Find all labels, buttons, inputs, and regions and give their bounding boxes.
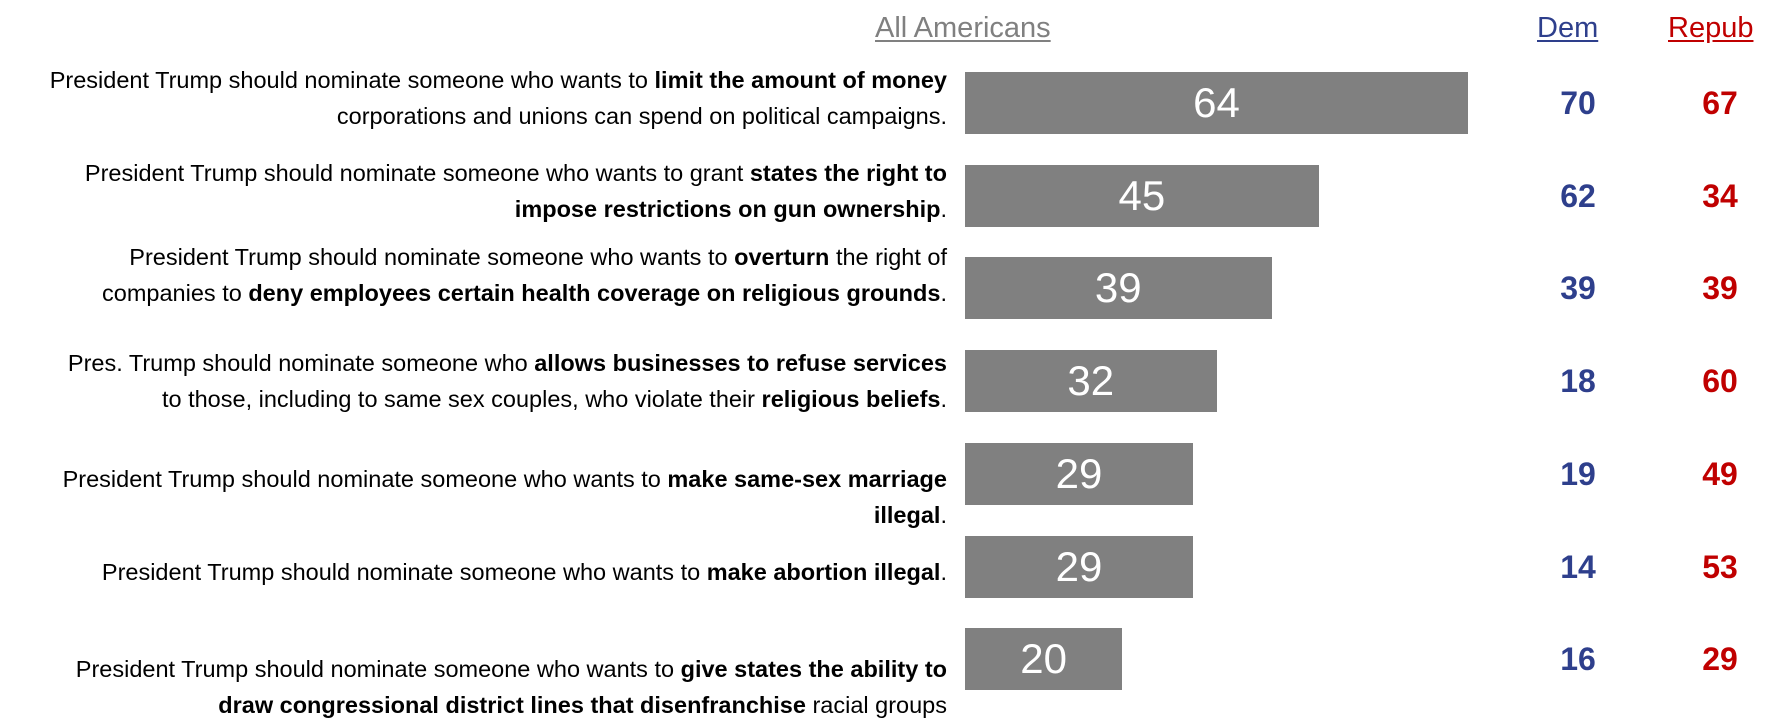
question-text-segment: give states the ability to draw congress… [218,656,947,718]
bar-value-label: 32 [1067,357,1115,404]
question-label: President Trump should nominate someone … [47,651,947,723]
question-text-segment: President Trump should nominate someone … [129,244,735,270]
question-text-segment: President Trump should nominate someone … [49,67,655,93]
bar-all-americans: 64 [965,72,1469,134]
question-label: President Trump should nominate someone … [47,239,947,311]
question-text-segment: deny employees certain health coverage o… [248,280,941,306]
dem-value: 70 [1560,85,1596,121]
question-text-segment: overturn [734,244,830,270]
bar-all-americans: 20 [965,628,1123,690]
question-label: President Trump should nominate someone … [47,155,947,227]
header-repub: Repub [1668,12,1754,44]
bar-all-americans: 39 [965,257,1272,319]
question-text-segment: . [940,386,947,412]
question-text-segment: limit the amount of money [654,67,947,93]
repub-value: 39 [1702,270,1738,306]
bar-all-americans: 29 [965,536,1193,598]
bar-value-label: 39 [1094,264,1142,311]
bar-all-americans: 32 [965,350,1217,412]
dem-value: 16 [1560,641,1596,677]
dem-value: 19 [1560,456,1596,492]
repub-value: 60 [1702,363,1738,399]
question-text-segment: . [940,280,947,306]
bar-value-label: 29 [1055,450,1103,497]
question-text-segment: Pres. Trump should nominate someone who [67,350,535,376]
question-text-segment: the right of companies to [102,244,947,306]
bar-value-label: 45 [1118,172,1166,219]
question-text-segment: religious beliefs [761,386,941,412]
question-label: President Trump should nominate someone … [47,62,947,134]
dem-value: 18 [1560,363,1596,399]
question-text-segment: President Trump should nominate someone … [75,656,681,682]
question-text-segment: make same-sex marriage illegal [667,466,947,528]
question-text-segment: . [940,196,947,222]
bar-value-label: 64 [1193,79,1240,126]
question-text-segment: President Trump should nominate someone … [101,559,707,585]
repub-value: 29 [1702,641,1738,677]
repub-value: 34 [1702,178,1738,214]
bar-all-americans: 29 [965,443,1193,505]
question-label: President Trump should nominate someone … [47,461,947,533]
dem-value: 14 [1560,549,1596,585]
header-dem: Dem [1537,12,1599,44]
question-label: Pres. Trump should nominate someone who … [47,345,947,417]
repub-value: 53 [1702,549,1738,585]
question-text-segment: President Trump should nominate someone … [62,466,668,492]
question-text-segment: racial groups [805,692,947,718]
dem-value: 39 [1560,270,1596,306]
question-label: President Trump should nominate someone … [47,554,947,590]
repub-value: 49 [1702,456,1738,492]
dem-value: 62 [1560,178,1596,214]
question-text-segment: . [940,559,947,585]
question-text-segment: states the right to impose restrictions … [514,160,947,222]
question-text-segment: allows businesses to refuse services [534,350,947,376]
question-text-segment: President Trump should nominate someone … [84,160,750,186]
question-text-segment: make abortion illegal [706,559,941,585]
question-text-segment: corporations and unions can spend on pol… [336,103,947,129]
header-all-americans: All Americans [875,12,1051,44]
repub-value: 67 [1702,85,1738,121]
bar-value-label: 20 [1020,635,1067,682]
bar-all-americans: 45 [965,165,1319,227]
question-text-segment: to those, including to same sex couples,… [161,386,762,412]
question-text-segment: . [940,502,947,528]
bar-value-label: 29 [1055,543,1103,590]
